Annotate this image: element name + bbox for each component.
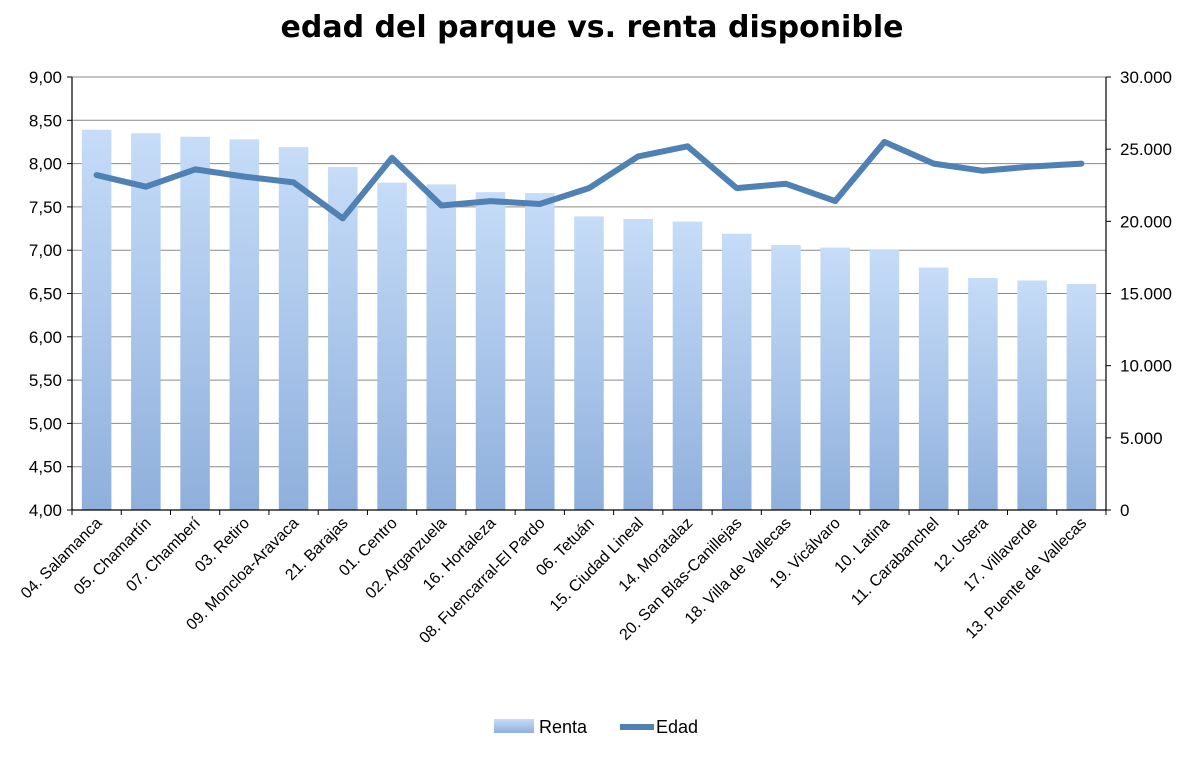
left-tick-label: 5,50 [29, 371, 62, 390]
bar-renta [771, 245, 801, 510]
bar-series-renta [81, 129, 1097, 511]
bar-renta [869, 249, 900, 511]
bar-renta [131, 133, 161, 511]
category-label: 11. Carabanchel [848, 515, 942, 609]
right-tick-label: 30.000 [1120, 68, 1172, 87]
right-tick-label: 25.000 [1120, 140, 1172, 159]
left-tick-label: 4,00 [29, 501, 62, 520]
left-axis-ticks: 4,00 4,50 5,00 5,50 6,00 6,50 7,00 7,50 8,00 8,50… [29, 68, 62, 520]
bar-renta [721, 233, 752, 510]
right-tick-label: 15.000 [1120, 285, 1172, 304]
bar-renta [524, 193, 555, 510]
right-tick-label: 0 [1120, 501, 1129, 520]
bar-renta [574, 216, 604, 510]
left-tick-label: 9,00 [29, 68, 62, 87]
bar-renta [1066, 283, 1097, 510]
left-tick-label: 7,00 [29, 241, 62, 260]
bar-renta [968, 277, 998, 510]
right-tick-label: 10.000 [1120, 357, 1172, 376]
axes [67, 76, 1111, 515]
left-tick-label: 7,50 [29, 198, 62, 217]
bar-renta [475, 192, 506, 511]
bar-renta [328, 167, 358, 510]
bar-renta [377, 182, 407, 511]
bar-renta [426, 184, 457, 510]
left-tick-label: 6,00 [29, 328, 62, 347]
bar-renta [229, 139, 260, 511]
right-tick-label: 5.000 [1120, 429, 1163, 448]
legend-label-renta: Renta [539, 717, 588, 737]
bar-renta [1017, 280, 1047, 510]
bar-renta [180, 136, 210, 510]
bar-renta [81, 129, 112, 511]
right-axis-ticks: 0 5.000 10.000 15.000 20.000 25.000 30.000 [1120, 68, 1172, 520]
left-tick-label: 8,00 [29, 155, 62, 174]
legend: Renta Edad [494, 717, 698, 737]
right-tick-label: 20.000 [1120, 212, 1172, 231]
left-tick-label: 8,50 [29, 111, 62, 130]
chart-title: edad del parque vs. renta disponible [281, 10, 904, 45]
line-series-edad [93, 138, 1085, 222]
bar-renta [278, 147, 309, 510]
left-tick-label: 4,50 [29, 458, 62, 477]
legend-swatch-renta [494, 719, 534, 733]
bar-renta [672, 221, 703, 510]
left-tick-label: 5,00 [29, 414, 62, 433]
category-label: 15. Ciudad Lineal [547, 515, 647, 615]
bar-renta [918, 267, 949, 510]
category-label: 04. Salamanca [18, 515, 106, 603]
left-tick-label: 6,50 [29, 285, 62, 304]
bar-renta [820, 247, 850, 511]
legend-label-edad: Edad [656, 717, 698, 737]
bar-renta [623, 219, 654, 511]
